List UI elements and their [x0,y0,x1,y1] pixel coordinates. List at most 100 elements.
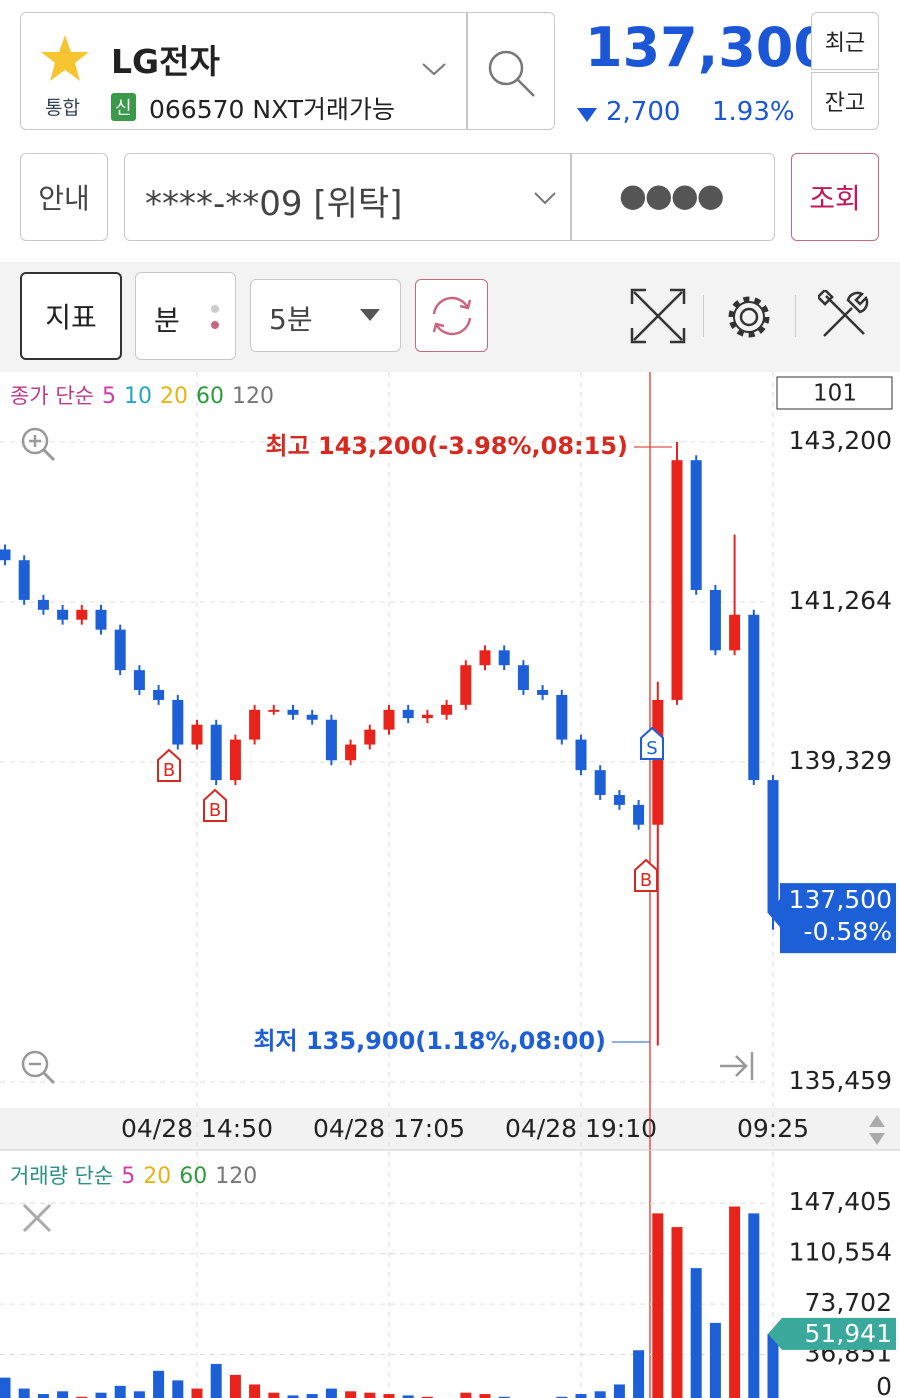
volume-tag [768,1317,896,1350]
volume-bar [383,1394,395,1398]
current-change: -0.58% [804,917,892,946]
x-tick-label: 04/28 17:05 [313,1114,465,1143]
separator [795,295,796,337]
zoom-in-icon[interactable] [21,427,49,455]
volume-bar [594,1391,606,1398]
candle-body [652,699,664,825]
count-box [776,376,893,410]
guide-button[interactable]: 안내 [20,153,108,241]
star-icon[interactable] [39,33,91,83]
volume-bar [325,1388,337,1398]
scroll-end-icon[interactable] [720,1052,754,1080]
low-label: 최저 135,900(1.18%,08:00) [253,1027,606,1055]
scale-arrows[interactable] [869,1115,885,1145]
close-icon[interactable] [22,1203,52,1233]
signal-label: B [209,800,221,821]
password[interactable]: ●●●● [619,176,725,214]
chevron [422,63,446,76]
account-no: ****-**09 [위탁] [145,184,403,224]
volume-bar [690,1268,702,1398]
refresh-icon [432,296,472,336]
volume-bar [345,1391,357,1398]
candle-body [210,724,222,781]
interval-select[interactable]: 5분 [250,279,401,352]
volume-bar [421,1396,433,1398]
zoom-in-icon [42,448,56,462]
badge: 신 [111,93,136,121]
search-icon[interactable] [486,48,538,100]
candle-body [229,739,241,781]
candle-body [537,689,549,695]
account-box[interactable]: ****-**09 [위탁] ●●●● [124,153,775,241]
candle-body [18,560,30,600]
candle-body [191,724,203,745]
candle-body [249,709,261,740]
unit-button[interactable]: 분 [135,272,236,360]
volume-bar [729,1206,741,1398]
y-tick-label: 135,459 [789,1066,892,1095]
y-tick-label: 0 [876,1372,892,1398]
candle-body [364,729,376,745]
candle-body [76,609,88,620]
volume-bar [613,1384,625,1398]
signal-shape [640,726,664,760]
chevron [534,192,556,205]
candle-body [306,714,318,720]
volume-bar [671,1227,683,1398]
stock-box[interactable]: LG전자 통합 신 066570 NXT거래가능 [20,12,555,130]
legend-period: 60 [196,384,224,409]
candle-body [441,704,453,715]
balance-button[interactable]: 잔고 [811,72,879,130]
current-volume: 51,941 [805,1319,892,1348]
candle-body [402,709,414,719]
legend-title: 종가 단순 [10,384,94,408]
query-button[interactable]: 조회 [791,153,879,241]
indicator-button[interactable]: 지표 [20,272,122,360]
change: 2,700 [606,97,681,127]
refresh-button[interactable] [415,279,488,352]
separator [703,295,704,337]
triangle [360,309,380,321]
candle-body [460,665,472,705]
candle-body [95,609,107,630]
volume-bar [133,1391,145,1398]
x-tick-label: 09:25 [737,1114,809,1143]
volume-bar [460,1392,472,1398]
volume-bar [268,1392,280,1398]
volume-bar [153,1370,165,1398]
candle-body [172,699,184,745]
signal-label: B [163,760,175,781]
candle-body [383,709,395,730]
expand-icon[interactable] [630,288,686,344]
candle-body [153,689,165,700]
volume-bar [652,1213,664,1398]
signal-shape [203,788,227,822]
current-price: 137,500 [789,885,892,914]
volume-bar [748,1213,760,1398]
candle-body [57,609,69,620]
legend-title: 거래량 단순 [10,1164,113,1188]
x-tick-label: 04/28 19:10 [505,1114,657,1143]
recent-button[interactable]: 최근 [811,12,879,70]
candle-body [268,709,280,712]
chart-bg [0,372,900,1398]
y-tick-label: 147,405 [789,1187,892,1216]
y-tick-label: 110,554 [789,1238,892,1267]
candle-body [133,670,145,690]
volume-bar [306,1394,318,1398]
high-label: 최고 143,200(-3.98%,08:15) [266,432,629,460]
volume-bar [57,1391,69,1398]
settings-icon[interactable] [724,292,774,342]
y-tick-label: 143,200 [789,426,892,455]
zoom-out-icon[interactable] [21,1050,49,1078]
volume-bar [575,1394,587,1398]
y-tick-label: 139,329 [789,746,892,775]
tools-icon[interactable] [818,290,870,342]
legend-period: 10 [124,384,152,409]
unit: 분 [154,304,180,337]
candle-body [709,589,721,651]
volume-bar [172,1380,184,1398]
volume-bar [479,1394,491,1398]
candle-body [556,694,568,740]
volume-bar [498,1396,510,1398]
